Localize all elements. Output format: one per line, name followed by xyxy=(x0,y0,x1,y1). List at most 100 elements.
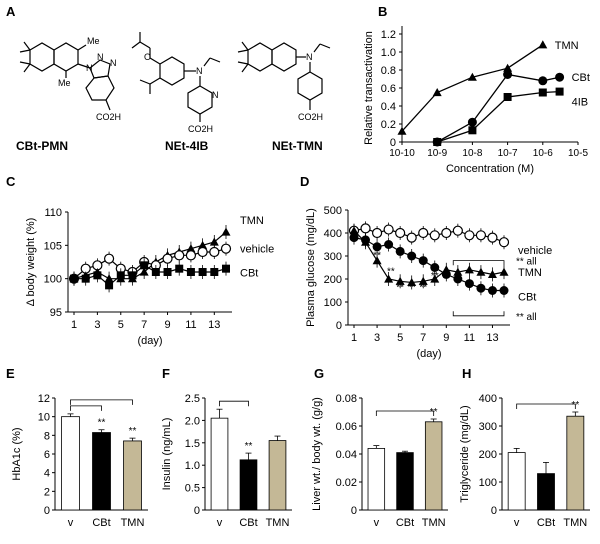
y-tick-label: 0.08 xyxy=(336,393,357,405)
data-point xyxy=(222,244,231,253)
data-point xyxy=(442,229,451,238)
atom-label: N xyxy=(110,58,117,68)
x-tick-label: v xyxy=(68,517,74,529)
data-point xyxy=(555,73,564,82)
y-tick-label: 0.02 xyxy=(336,477,357,489)
y-tick-label: 1.0 xyxy=(185,460,200,472)
y-tick-label: 0 xyxy=(351,505,357,517)
carboxyl-label: CO2H xyxy=(96,112,121,122)
y-tick-label: 100 xyxy=(324,297,342,309)
chart-b: 10-10 10-9 10-8 10-7 10-6 10-5 0 0.2 0.4 0.6 0.8 1.… xyxy=(363,26,590,175)
x-tick-label: 9 xyxy=(164,319,170,331)
x-tick-label: v xyxy=(374,517,380,529)
y-tick-label: 200 xyxy=(479,449,497,461)
y-tick-label: 0.5 xyxy=(185,483,200,495)
y-tick-label: 0.04 xyxy=(336,449,357,461)
data-point xyxy=(538,76,547,85)
chart-f: 0 0.5 1.0 1.5 2.0 2.5 Insulin (ng/mL) v CBt ** TMN xyxy=(161,393,292,529)
x-tick-label: 3 xyxy=(374,332,380,344)
data-point xyxy=(407,252,416,261)
charts: 10-10 10-9 10-8 10-7 10-6 10-5 0 0.2 0.4 0.6 0.8 1.… xyxy=(11,26,590,529)
data-point xyxy=(117,271,125,279)
y-tick-label: 2.5 xyxy=(185,393,200,405)
series-label: 4IB xyxy=(572,97,589,109)
y-tick-label: 8 xyxy=(44,430,50,442)
data-point xyxy=(140,261,148,269)
panel-c-label: C xyxy=(6,174,16,189)
x-tick-label: 10-5 xyxy=(568,148,588,159)
y-axis-label: Insulin (ng/mL) xyxy=(161,418,173,491)
data-point xyxy=(430,231,439,240)
figure: A Me Me N N N CO2H CBt-PMN xyxy=(0,0,600,544)
data-point xyxy=(128,271,136,279)
series-label: vehicle xyxy=(240,244,274,256)
data-point xyxy=(476,284,485,293)
sig-annotation: ** all xyxy=(516,257,537,268)
sig-bracket xyxy=(376,411,433,416)
y-axis-label: HbA1c (%) xyxy=(11,427,23,480)
x-tick-label: 9 xyxy=(443,332,449,344)
y-tick-label: 2 xyxy=(44,486,50,498)
data-point xyxy=(187,268,195,276)
data-point xyxy=(164,268,172,276)
atom-label: N xyxy=(306,52,313,62)
chart-h: 0100200300400Triglyceride (mg/dL)v CBt TMN… xyxy=(459,393,590,529)
panel-e-label: E xyxy=(6,366,15,381)
atom-label: O xyxy=(144,52,151,62)
data-point xyxy=(70,275,78,283)
y-axis-label: Plasma glucose (mg/dL) xyxy=(305,208,317,327)
x-tick-label: CBt xyxy=(537,517,555,529)
data-point xyxy=(419,256,428,265)
bar xyxy=(124,441,142,510)
data-point xyxy=(384,225,393,234)
bar xyxy=(425,422,442,510)
bar xyxy=(211,418,228,510)
atom-label: N xyxy=(86,63,93,73)
x-tick-label: CBt xyxy=(92,517,110,529)
sig-annotation: ** xyxy=(419,283,427,294)
bar xyxy=(93,433,111,510)
y-tick-label: 110 xyxy=(44,207,62,219)
sig-bracket xyxy=(71,406,102,411)
data-point xyxy=(361,224,370,233)
series-label: TMN xyxy=(240,215,264,227)
panel-a-label: A xyxy=(6,4,16,19)
x-tick-label: 7 xyxy=(420,332,426,344)
series-label: CBt xyxy=(518,292,536,304)
y-tick-label: 1.0 xyxy=(381,47,396,59)
compound-name: NEt-4IB xyxy=(165,139,209,153)
bar xyxy=(397,453,414,510)
sig-annotation: ** xyxy=(98,418,106,429)
sig-bracket xyxy=(453,261,504,266)
panel-b-label: B xyxy=(378,4,387,19)
y-tick-label: 300 xyxy=(324,251,342,263)
panel-h-label: H xyxy=(462,366,471,381)
y-tick-label: 4 xyxy=(44,468,50,480)
sig-bracket xyxy=(453,311,504,316)
atom-label: N xyxy=(196,66,203,76)
data-point xyxy=(539,89,547,97)
y-tick-label: 10 xyxy=(38,412,50,424)
data-point xyxy=(175,265,183,273)
data-point xyxy=(500,238,509,247)
data-point xyxy=(488,286,497,295)
compound-name: CBt-PMN xyxy=(16,139,68,153)
y-tick-label: 500 xyxy=(324,205,342,217)
x-axis-label: (day) xyxy=(416,348,441,360)
y-tick-label: 95 xyxy=(50,307,62,319)
data-point xyxy=(105,254,114,263)
data-point xyxy=(396,229,405,238)
chart-d: 1 3 5 7 9 11 130100200300400500(day)Plasma glu… xyxy=(305,205,552,360)
data-point xyxy=(465,231,474,240)
data-point xyxy=(222,228,231,236)
y-tick-label: 100 xyxy=(479,477,497,489)
data-point xyxy=(93,271,101,279)
data-point xyxy=(175,251,184,260)
y-tick-label: 400 xyxy=(479,393,497,405)
y-tick-label: 1.5 xyxy=(185,438,200,450)
sig-annotation: ** xyxy=(373,250,381,261)
series-line xyxy=(437,92,559,142)
panel-f-label: F xyxy=(162,366,170,381)
data-point xyxy=(419,229,428,238)
series-label: CBt xyxy=(240,268,258,280)
